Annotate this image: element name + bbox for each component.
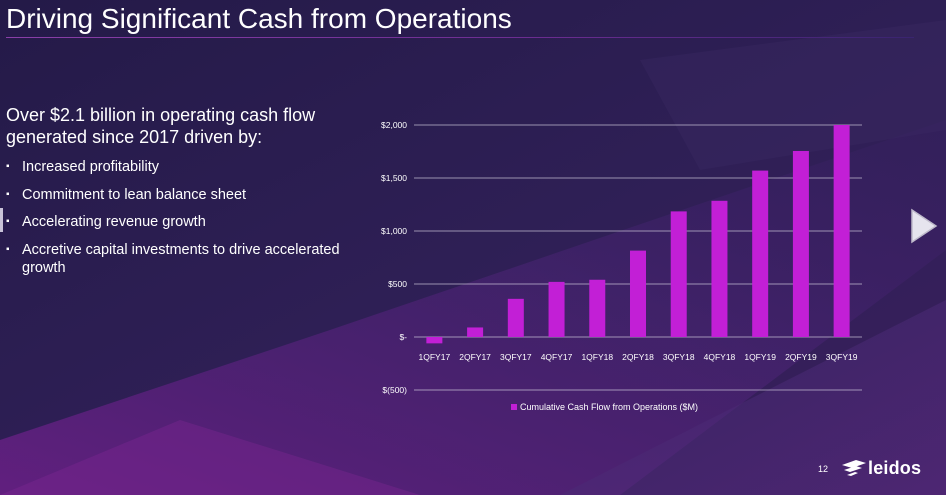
slide-title: Driving Significant Cash from Operations — [6, 3, 512, 34]
bullet-text: Accelerating revenue growth — [22, 214, 206, 230]
x-tick-label: 4QFY17 — [541, 352, 573, 362]
x-tick-label: 3QFY17 — [500, 352, 532, 362]
y-tick-label: $1,000 — [381, 226, 407, 236]
bullet-item: ▪ Accelerating revenue growth — [6, 213, 346, 231]
bullet-text: Increased profitability — [22, 159, 160, 175]
left-edge-marker — [0, 208, 3, 232]
bullet-item: ▪ Commitment to lean balance sheet — [6, 186, 346, 204]
y-tick-label: $500 — [388, 279, 407, 289]
bar — [548, 281, 565, 337]
x-tick-label: 3QFY18 — [663, 352, 695, 362]
bullet-text: Accretive capital investments to drive a… — [22, 241, 340, 276]
lead-text: Over $2.1 billion in operating cash flow… — [6, 105, 316, 147]
y-tick-label: $(500) — [382, 385, 407, 395]
legend-label: Cumulative Cash Flow from Operations ($M… — [520, 402, 698, 412]
bullet-list: ▪ Increased profitability ▪ Commitment t… — [6, 158, 346, 286]
leidos-logo-mark-icon — [842, 460, 866, 476]
bar — [711, 200, 728, 337]
y-tick-label: $- — [399, 332, 407, 342]
x-tick-label: 4QFY18 — [704, 352, 736, 362]
bullet-item: ▪ Accretive capital investments to drive… — [6, 241, 346, 277]
bar — [467, 327, 484, 337]
bar — [833, 125, 850, 337]
page-number: 12 — [818, 464, 829, 474]
x-tick-label: 1QFY18 — [581, 352, 613, 362]
x-tick-label: 2QFY17 — [459, 352, 491, 362]
bullet-item: ▪ Increased profitability — [6, 158, 346, 176]
x-tick-label: 3QFY19 — [826, 352, 858, 362]
x-tick-label: 1QFY19 — [744, 352, 776, 362]
bar — [630, 250, 646, 337]
y-tick-label: $2,000 — [381, 120, 407, 130]
x-tick-label: 2QFY18 — [622, 352, 654, 362]
bullet-square-icon: ▪ — [6, 216, 10, 227]
bar — [792, 150, 809, 337]
bar — [670, 211, 687, 337]
bullet-square-icon: ▪ — [6, 188, 10, 200]
triangle-right-icon[interactable] — [906, 204, 940, 248]
bullet-square-icon: ▪ — [6, 243, 10, 255]
bar — [426, 337, 443, 344]
bar — [589, 279, 606, 337]
bar — [507, 298, 524, 337]
logo-text: leidos — [868, 457, 922, 478]
title-divider — [6, 37, 914, 38]
bullet-text: Commitment to lean balance sheet — [22, 186, 247, 203]
y-tick-label: $1,500 — [381, 173, 407, 183]
leidos-logo: leidos — [842, 456, 922, 480]
x-tick-label: 1QFY17 — [419, 352, 451, 362]
bullet-square-icon: ▪ — [6, 161, 10, 172]
x-tick-label: 2QFY19 — [785, 352, 817, 362]
bar — [752, 170, 769, 337]
legend-swatch — [511, 404, 517, 410]
